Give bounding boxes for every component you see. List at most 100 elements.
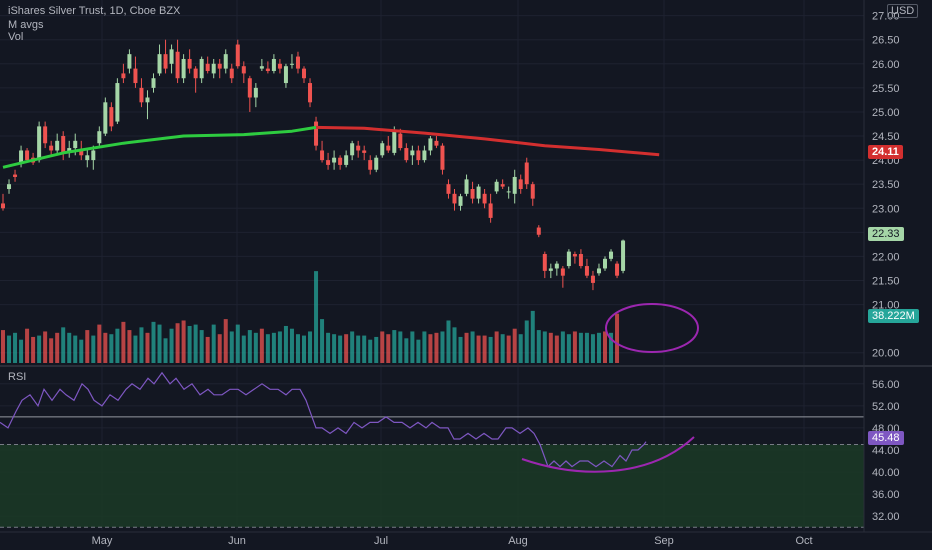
candle-body <box>277 63 282 69</box>
volume-bar <box>259 328 264 363</box>
volume-bar <box>241 335 246 363</box>
volume-bar <box>277 331 282 363</box>
price-tick-label: 23.00 <box>872 203 900 215</box>
candle-body <box>416 150 421 161</box>
candle-body <box>482 193 487 204</box>
symbol-title[interactable]: iShares Silver Trust, 1D, Cboe BZX <box>8 5 181 17</box>
candle-body <box>223 54 228 69</box>
candlesticks <box>1 39 626 291</box>
candle-body <box>428 138 433 151</box>
price-tick-label: 26.00 <box>872 59 900 71</box>
volume-bar <box>25 328 30 363</box>
candle-body <box>458 196 463 206</box>
candle-body <box>530 184 535 199</box>
volume-bar <box>536 330 541 363</box>
candle-body <box>560 268 565 276</box>
candle-body <box>506 191 511 193</box>
candle-body <box>217 63 222 69</box>
candle-body <box>440 145 445 170</box>
candle-body <box>247 78 252 98</box>
candle-body <box>13 174 18 177</box>
candle-body <box>542 254 547 271</box>
moving-average-line-green <box>2 125 317 169</box>
volume-bar <box>434 332 439 363</box>
volume-bar <box>145 332 150 363</box>
candle-body <box>524 162 529 185</box>
volume-bar <box>115 328 120 363</box>
candle-body <box>139 87 144 103</box>
candle-body <box>392 131 397 153</box>
candle-body <box>163 54 168 69</box>
volume-bar <box>554 335 559 363</box>
candle-body <box>452 193 457 204</box>
candle-body <box>314 121 319 146</box>
volume-bar <box>61 327 66 363</box>
candle-body <box>621 240 626 271</box>
volume-bar <box>332 334 337 363</box>
volume-bar <box>458 336 463 363</box>
candle-body <box>229 68 234 79</box>
price-tick-label: 22.00 <box>872 251 900 263</box>
candle-body <box>596 268 601 274</box>
candle-body <box>344 155 349 165</box>
volume-bar <box>67 332 72 363</box>
volume-bar <box>326 332 331 363</box>
rsi-tick-label: 32.00 <box>872 511 900 523</box>
rsi-label[interactable]: RSI <box>8 371 27 383</box>
volume-bar <box>572 331 577 363</box>
volume-bar <box>464 332 469 363</box>
volume-bar <box>428 334 433 363</box>
volume-bar <box>302 335 306 363</box>
volume-bar <box>500 334 505 363</box>
price-tick-label: 25.50 <box>872 83 900 95</box>
candle-body <box>73 140 78 149</box>
volume-bar <box>380 331 385 363</box>
candle-body <box>25 150 30 161</box>
volume-bar <box>530 310 535 363</box>
volume-bar <box>247 330 252 363</box>
currency-badge[interactable]: USD <box>887 4 919 18</box>
time-tick-label: Jul <box>374 535 388 547</box>
candle-body <box>518 179 523 189</box>
price-tick-label: 21.50 <box>872 276 900 288</box>
volume-bar <box>229 331 234 363</box>
volume-bar <box>398 331 403 363</box>
candle-body <box>43 126 48 144</box>
volume-bar <box>85 330 90 363</box>
candle-body <box>422 150 427 161</box>
candle-body <box>578 254 583 267</box>
candle-body <box>512 176 517 194</box>
volume-bars <box>1 271 620 363</box>
volume-bar <box>157 324 162 363</box>
time-tick-label: Aug <box>508 535 528 547</box>
candle-body <box>187 58 192 69</box>
candle-body <box>464 179 469 194</box>
volume-bar <box>175 323 180 363</box>
volume-bar <box>133 335 138 363</box>
candle-body <box>61 136 66 153</box>
moving-averages-label[interactable]: M avgs <box>8 19 44 31</box>
volume-bar <box>615 313 620 363</box>
candle-body <box>320 150 325 161</box>
candle-body <box>235 44 240 67</box>
volume-bar <box>578 332 583 363</box>
candle-body <box>211 63 216 74</box>
candle-body <box>500 184 505 187</box>
price-tick-label: 26.50 <box>872 35 900 47</box>
rsi-value-tag: 45.48 <box>868 431 904 445</box>
volume-value-tag: 38.222M <box>868 309 919 323</box>
volume-bar <box>386 334 391 363</box>
volume-bar <box>109 334 114 363</box>
volume-bar <box>356 335 361 363</box>
candle-body <box>584 266 589 276</box>
volume-bar <box>308 331 313 363</box>
rsi-band-fill <box>0 444 864 528</box>
time-tick-label: Sep <box>654 535 674 547</box>
volume-bar <box>609 332 614 363</box>
volume-bar <box>7 335 12 363</box>
candle-body <box>476 186 481 199</box>
volume-bar <box>31 336 36 363</box>
volume-label[interactable]: Vol <box>8 31 24 43</box>
candle-body <box>259 66 264 69</box>
